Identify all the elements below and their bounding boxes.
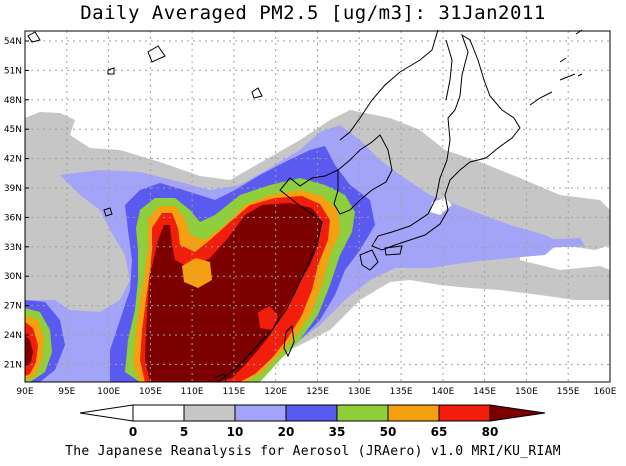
lon-label: 145E bbox=[473, 387, 496, 397]
lat-label: 27N bbox=[4, 302, 22, 312]
lon-label: 100E bbox=[97, 387, 120, 397]
tick-marks bbox=[25, 40, 29, 365]
colorbar-segment bbox=[387, 404, 440, 422]
lon-label: 125E bbox=[306, 387, 329, 397]
colorbar-segment bbox=[336, 404, 389, 422]
lat-label: 33N bbox=[4, 243, 22, 253]
colorbar-tick: 80 bbox=[482, 425, 499, 439]
lat-label: 45N bbox=[4, 125, 22, 135]
lon-label: 120E bbox=[264, 387, 287, 397]
lat-label: 39N bbox=[4, 184, 22, 194]
coast-hainan bbox=[213, 373, 227, 383]
coastlines bbox=[27, 29, 583, 383]
colorbar-segment bbox=[438, 404, 491, 422]
colorbar-tick: 10 bbox=[227, 425, 244, 439]
colorbar-tick: 5 bbox=[180, 425, 188, 439]
coast-sakhalin bbox=[445, 39, 453, 101]
coast-china bbox=[217, 169, 339, 383]
lat-label: 51N bbox=[4, 66, 22, 76]
field-lightblue-sea bbox=[538, 238, 585, 248]
lat-label: 36N bbox=[4, 213, 22, 223]
lon-label: 130E bbox=[348, 387, 371, 397]
coast-lake1 bbox=[147, 45, 166, 63]
colorbar-segment bbox=[285, 404, 338, 422]
coast-lake2 bbox=[107, 67, 115, 75]
coast-korea bbox=[333, 134, 393, 215]
coast-japan bbox=[371, 33, 521, 251]
lon-label: 90E bbox=[16, 387, 33, 397]
field-darkred bbox=[145, 203, 322, 382]
map-footer: The Japanese Reanalysis for Aerosol (JRA… bbox=[65, 444, 561, 459]
colorbar-tick: 50 bbox=[380, 425, 397, 439]
colorbar-tick: 0 bbox=[129, 425, 137, 439]
lat-label: 30N bbox=[4, 272, 22, 282]
coast-kyushu bbox=[359, 249, 379, 271]
coast-russia bbox=[339, 29, 439, 141]
lat-label: 21N bbox=[4, 360, 22, 370]
coast-lake3 bbox=[251, 87, 263, 99]
lon-label: 155E bbox=[557, 387, 580, 397]
field-pocket-red bbox=[258, 306, 278, 330]
field-pocket-orange bbox=[182, 258, 212, 288]
lon-label: 110E bbox=[181, 387, 204, 397]
lat-label: 24N bbox=[4, 331, 22, 341]
colorbar bbox=[79, 404, 546, 422]
coast-kuril bbox=[529, 91, 553, 106]
colorbar-tick: 65 bbox=[431, 425, 448, 439]
colorbar-segment bbox=[234, 404, 287, 422]
coast-kuril2 bbox=[559, 73, 576, 81]
map-border bbox=[24, 30, 611, 383]
lon-label: 135E bbox=[390, 387, 413, 397]
grid-lines bbox=[25, 31, 610, 382]
lon-label: 140E bbox=[431, 387, 454, 397]
lon-label: 105E bbox=[139, 387, 162, 397]
lon-label: 150E bbox=[515, 387, 538, 397]
coast-sea-island2 bbox=[577, 73, 583, 77]
lon-label: 95E bbox=[58, 387, 75, 397]
colorbar-segment bbox=[183, 404, 236, 422]
coast-nw bbox=[27, 31, 41, 43]
map-title: Daily Averaged PM2.5 [ug/m3]: 31Jan2011 bbox=[80, 2, 546, 24]
coast-lake4 bbox=[103, 207, 113, 217]
lat-label: 42N bbox=[4, 155, 22, 165]
coast-boso bbox=[559, 57, 567, 63]
concentration-field bbox=[25, 110, 610, 382]
coast-taiwan bbox=[283, 324, 295, 358]
colorbar-arrow-left bbox=[79, 404, 134, 422]
field-darkred-sw bbox=[25, 335, 33, 366]
coast-shikoku bbox=[384, 245, 403, 256]
lat-label: 54N bbox=[4, 37, 22, 47]
colorbar-tick: 35 bbox=[329, 425, 346, 439]
lon-label: 160E bbox=[594, 387, 617, 397]
lat-label: 48N bbox=[4, 96, 22, 106]
lon-label: 115E bbox=[222, 387, 245, 397]
colorbar-segment bbox=[132, 404, 185, 422]
colorbar-arrow-right bbox=[489, 404, 546, 422]
colorbar-tick: 20 bbox=[278, 425, 295, 439]
